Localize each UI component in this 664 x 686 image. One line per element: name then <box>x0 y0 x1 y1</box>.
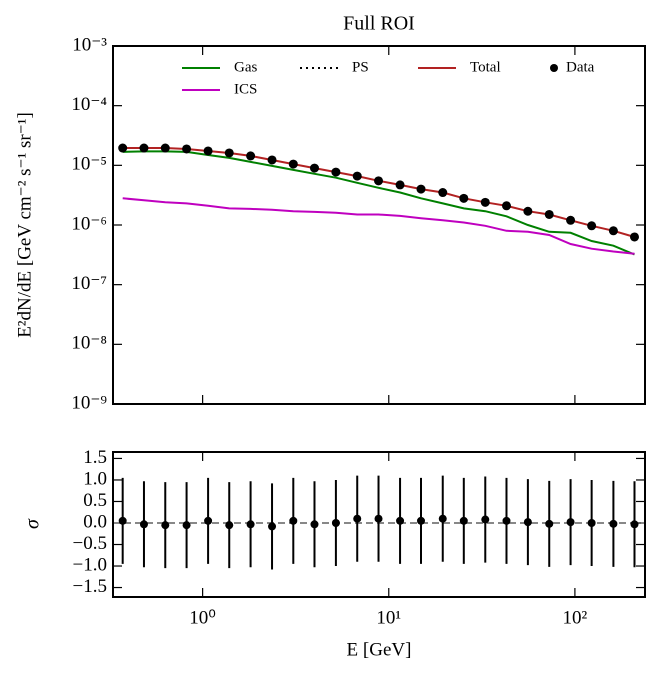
legend-label: Total <box>470 59 501 75</box>
data-point <box>331 167 341 177</box>
data-point <box>374 176 384 186</box>
y-tick-label: 10⁻⁵ <box>71 154 107 175</box>
data-point <box>118 516 127 525</box>
data-point <box>630 520 639 529</box>
legend-label: PS <box>352 59 369 75</box>
legend-swatch <box>550 64 558 72</box>
data-point <box>182 144 192 154</box>
y-tick-label: 0.5 <box>83 490 107 511</box>
data-point <box>438 514 447 523</box>
series-line <box>122 147 635 238</box>
data-point <box>246 520 255 529</box>
data-point <box>203 146 213 156</box>
data-point <box>310 520 319 529</box>
data-point <box>309 163 319 173</box>
data-point <box>267 155 277 165</box>
data-point <box>396 516 405 525</box>
data-point <box>438 188 448 198</box>
data-point <box>608 226 618 236</box>
data-point <box>139 143 149 153</box>
y-tick-label: 10⁻⁸ <box>71 333 107 354</box>
y-tick-label: 0.0 <box>83 511 107 532</box>
data-point <box>224 148 234 158</box>
legend-label: ICS <box>234 81 257 97</box>
data-point <box>587 518 596 527</box>
data-point <box>459 516 468 525</box>
data-point <box>566 215 576 225</box>
data-point <box>374 514 383 523</box>
legend-label: Data <box>566 59 595 75</box>
y-axis-label: E²dN/dE [GeV cm⁻² s⁻¹ sr⁻¹] <box>14 112 35 338</box>
y-tick-label: 10⁻⁹ <box>71 392 107 413</box>
data-point <box>523 518 532 527</box>
data-point <box>331 518 340 527</box>
data-point <box>353 514 362 523</box>
data-point <box>204 516 213 525</box>
data-point <box>268 522 277 531</box>
data-point <box>246 151 256 161</box>
x-axis-label: E [GeV] <box>347 639 412 660</box>
y-tick-label: 1.5 <box>83 447 107 468</box>
data-point <box>417 516 426 525</box>
y-tick-label: 10⁻⁴ <box>71 94 107 115</box>
data-point <box>502 516 511 525</box>
series-line <box>122 197 635 255</box>
data-point <box>416 184 426 194</box>
data-point <box>566 518 575 527</box>
data-point <box>480 197 490 207</box>
data-point <box>352 171 362 181</box>
x-tick-label: 10⁰ <box>189 607 216 628</box>
data-point <box>139 520 148 529</box>
y-axis-label: σ <box>22 518 44 529</box>
plot-frame <box>112 451 646 598</box>
y-tick-label: 10⁻³ <box>72 34 107 55</box>
chart-title: Full ROI <box>343 13 415 35</box>
y-tick-label: 10⁻⁷ <box>71 273 107 294</box>
data-point <box>587 221 597 231</box>
data-point <box>182 521 191 530</box>
x-tick-label: 10² <box>563 607 588 628</box>
data-point <box>395 180 405 190</box>
data-point <box>288 159 298 169</box>
data-point <box>160 143 170 153</box>
y-tick-label: 10⁻⁶ <box>71 213 107 234</box>
data-point <box>459 193 469 203</box>
data-point <box>118 143 128 153</box>
x-tick-label: 10¹ <box>376 607 401 628</box>
y-tick-label: 1.0 <box>83 468 107 489</box>
data-point <box>544 209 554 219</box>
data-point <box>225 521 234 530</box>
data-point <box>545 519 554 528</box>
legend-label: Gas <box>234 59 257 75</box>
data-point <box>523 206 533 216</box>
plot-frame <box>112 45 646 405</box>
data-point <box>629 232 639 242</box>
data-point <box>161 521 170 530</box>
data-point <box>289 516 298 525</box>
y-tick-label: −1.5 <box>73 576 107 597</box>
data-point <box>481 515 490 524</box>
data-point <box>609 519 618 528</box>
data-point <box>501 201 511 211</box>
y-tick-label: −0.5 <box>73 533 107 554</box>
y-tick-label: −1.0 <box>73 554 107 575</box>
